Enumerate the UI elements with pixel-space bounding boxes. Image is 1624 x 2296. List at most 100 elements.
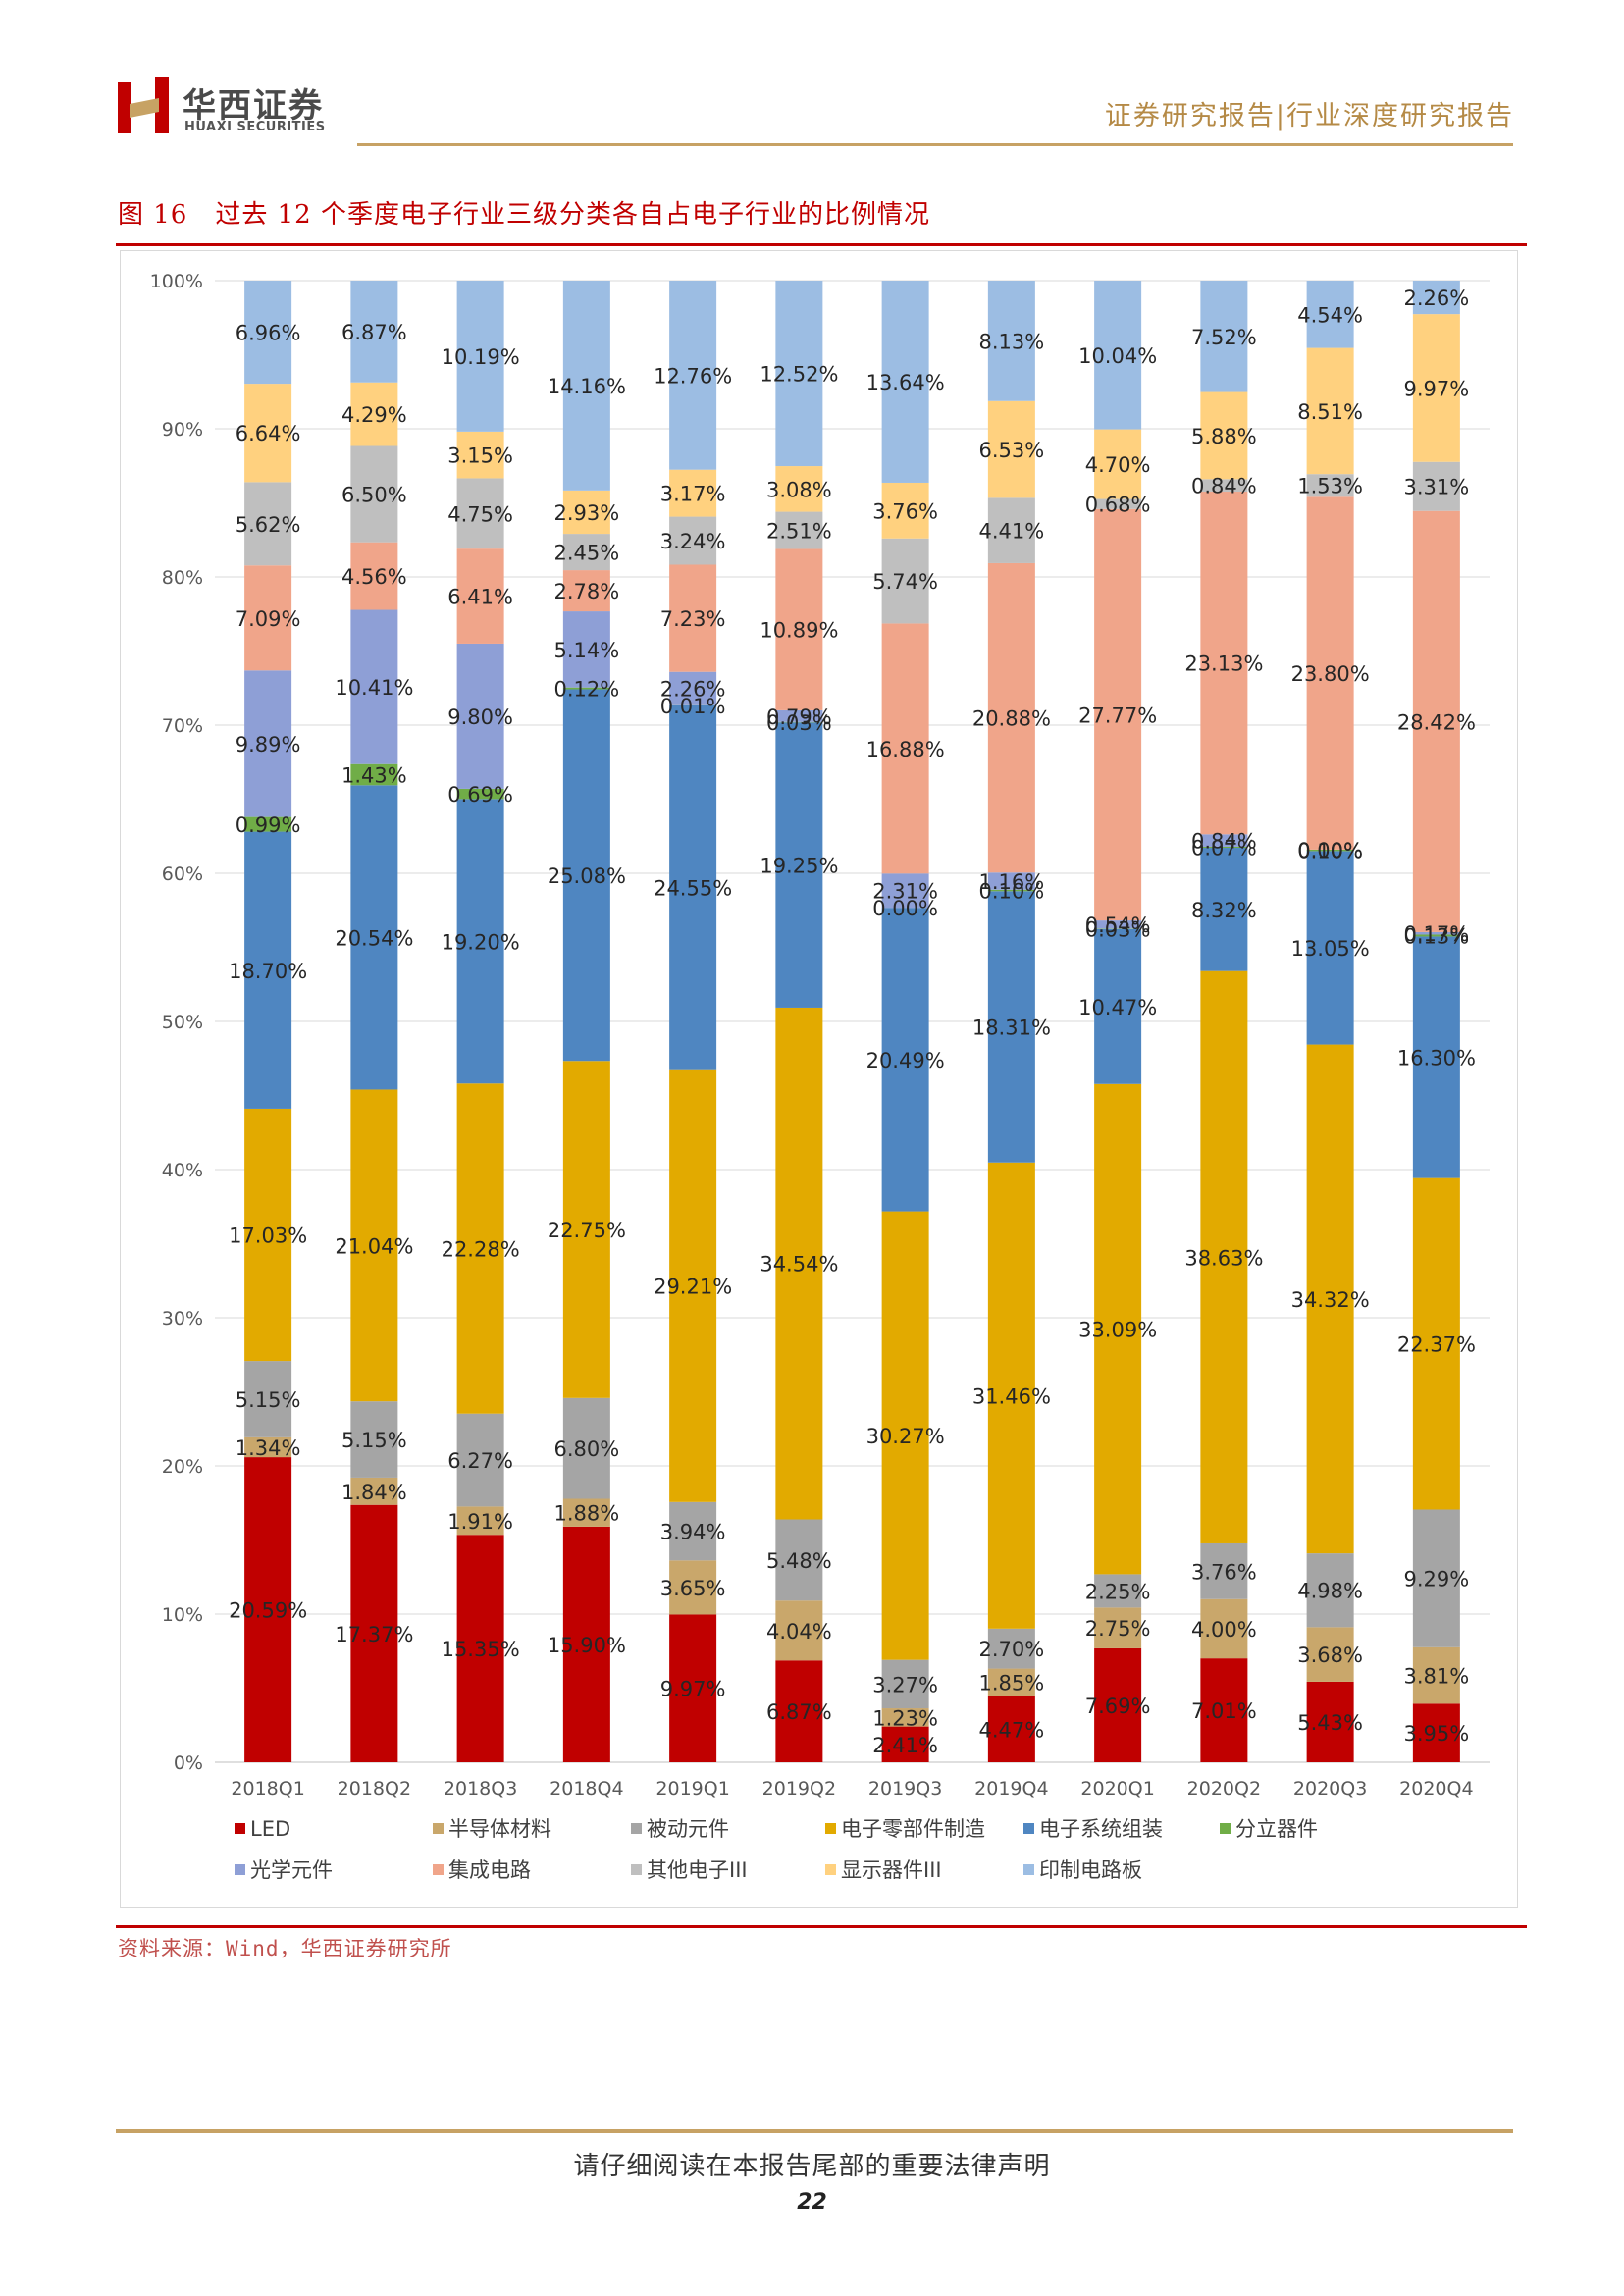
bar-segment [1200, 834, 1248, 847]
data-label: 30.27% [866, 1425, 945, 1448]
data-label: 4.54% [1297, 303, 1363, 327]
data-label: 22.28% [442, 1237, 520, 1261]
data-label: 4.00% [1191, 1618, 1257, 1642]
data-label: 8.13% [979, 330, 1045, 353]
y-tick-label: 70% [162, 715, 203, 737]
data-label: 4.04% [766, 1620, 832, 1644]
bar-segment [775, 722, 823, 1008]
legend-swatch [631, 1864, 642, 1875]
legend-label: 其他电子III [647, 1858, 748, 1882]
data-label: 22.37% [1397, 1333, 1476, 1357]
bar-segment [244, 670, 292, 817]
legend-label: 光学元件 [250, 1858, 333, 1882]
bar-segment [1306, 1627, 1354, 1682]
bar-segment [775, 281, 823, 467]
data-label: 4.98% [1297, 1580, 1363, 1603]
data-label: 3.81% [1404, 1665, 1470, 1689]
bar-segment [669, 564, 717, 672]
source-note: 资料来源：Wind，华西证券研究所 [118, 1937, 452, 1960]
x-tick-label: 2019Q1 [655, 1778, 729, 1800]
data-label: 20.54% [335, 926, 413, 950]
legend-swatch [433, 1864, 444, 1875]
bar-segment [1306, 1044, 1354, 1554]
y-tick-label: 50% [162, 1012, 203, 1033]
data-label: 0.69% [447, 783, 513, 807]
data-label: 4.70% [1085, 453, 1151, 477]
data-label: 4.56% [341, 565, 407, 589]
data-label: 0.17% [1404, 922, 1470, 946]
bar-segment [456, 548, 504, 644]
bar-segment [1412, 931, 1460, 935]
data-label: 1.23% [872, 1706, 938, 1730]
x-tick-label: 2018Q4 [550, 1778, 623, 1800]
data-label: 0.84% [1191, 830, 1257, 854]
bar-segment [987, 1162, 1035, 1629]
page-header: 华西证券 HUAXI SECURITIES 证券研究报告|行业深度研究报告 [0, 0, 1624, 157]
bar-segment [1200, 391, 1248, 480]
bar-segment [562, 1526, 610, 1762]
data-label: 10.89% [760, 619, 838, 643]
data-label: 9.89% [236, 733, 301, 757]
gridlines [215, 280, 1490, 1763]
data-label: 34.32% [1291, 1288, 1370, 1312]
data-label: 16.88% [866, 738, 945, 761]
bar-segment [562, 687, 610, 690]
bar-segment [1200, 479, 1248, 493]
data-label: 6.41% [447, 586, 513, 609]
bar-segment [456, 431, 504, 479]
data-label: 3.94% [660, 1521, 726, 1544]
bar-segment [1200, 281, 1248, 392]
data-label: 10.41% [335, 676, 413, 700]
data-label: 28.42% [1397, 710, 1476, 734]
bar-segment [350, 542, 398, 610]
data-label: 2.25% [1085, 1580, 1151, 1603]
bar-segment [1094, 429, 1142, 499]
data-label: 3.24% [660, 530, 726, 553]
bar-segment [350, 1089, 398, 1402]
bar-segment [456, 1413, 504, 1507]
data-label: 0.13% [1404, 924, 1470, 948]
legend-swatch [1023, 1864, 1034, 1875]
data-label: 6.53% [979, 439, 1045, 462]
y-tick-label: 60% [162, 863, 203, 885]
data-label: 1.84% [341, 1481, 407, 1504]
bar-segment [1412, 510, 1460, 932]
data-label: 2.41% [872, 1734, 938, 1757]
bar-segment [350, 382, 398, 446]
data-label: 0.07% [1191, 836, 1257, 860]
x-tick-label: 2019Q4 [974, 1778, 1048, 1800]
data-label: 2.31% [872, 880, 938, 904]
bar-segment [1306, 1681, 1354, 1762]
bar-segment [881, 281, 929, 483]
data-label: 4.75% [447, 502, 513, 526]
legend-label: LED [250, 1817, 290, 1841]
logo-chinese-name: 华西证券 [183, 86, 324, 126]
data-label: 5.48% [766, 1549, 832, 1573]
bar-segment [1412, 934, 1460, 937]
bar-segment [1094, 1083, 1142, 1575]
bar-segment [881, 1726, 929, 1762]
data-label: 33.09% [1078, 1319, 1157, 1342]
data-label: 6.80% [554, 1437, 620, 1461]
legend-label: 显示器件III [841, 1858, 942, 1882]
data-label: 3.31% [1404, 476, 1470, 499]
data-label: 1.16% [979, 870, 1045, 894]
bar-segment [350, 1401, 398, 1478]
data-label: 3.08% [766, 478, 832, 501]
data-label: 20.49% [866, 1049, 945, 1072]
data-label: 25.08% [548, 864, 626, 888]
bar-segment [1306, 1553, 1354, 1628]
bar-segment [350, 785, 398, 1090]
data-label: 20.88% [972, 707, 1051, 731]
data-label: 16.30% [1397, 1047, 1476, 1070]
x-tick-label: 2020Q1 [1080, 1778, 1154, 1800]
data-label: 1.88% [554, 1502, 620, 1526]
bar-segment [350, 1477, 398, 1505]
data-label: 5.62% [236, 513, 301, 537]
data-label: 10.04% [1078, 344, 1157, 368]
x-tick-label: 2018Q2 [338, 1778, 411, 1800]
bar-segment [562, 1061, 610, 1398]
data-label: 2.45% [554, 542, 620, 565]
legend-swatch [825, 1864, 836, 1875]
bar-segment [350, 763, 398, 786]
